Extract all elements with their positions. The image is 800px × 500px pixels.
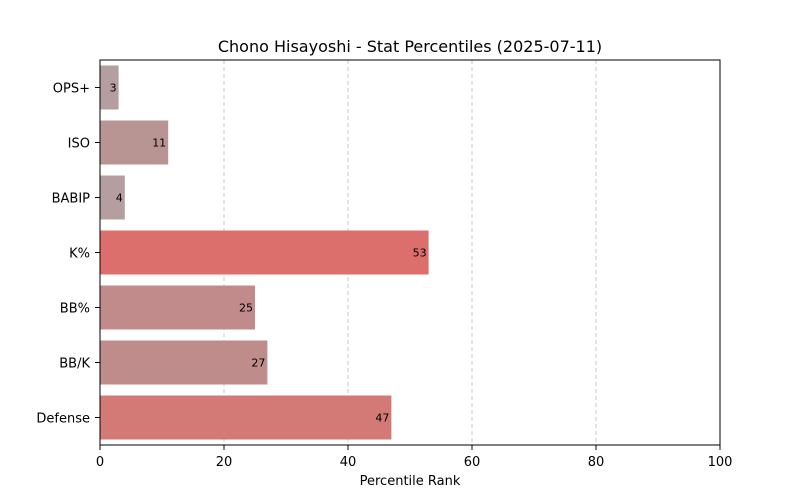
bar-value-label: 25 bbox=[239, 302, 253, 315]
x-tick-label: 20 bbox=[216, 455, 233, 470]
y-tick-label: OPS+ bbox=[53, 82, 90, 97]
bar-value-label: 27 bbox=[251, 357, 265, 370]
y-tick-label: BABIP bbox=[52, 192, 91, 207]
x-tick-layer: 0 20 40 60 80 100 bbox=[96, 445, 733, 470]
bar bbox=[100, 65, 119, 110]
bar-value-label: 47 bbox=[375, 412, 389, 425]
bar bbox=[100, 175, 125, 220]
x-tick-label: 60 bbox=[464, 455, 481, 470]
x-tick-label: 100 bbox=[708, 455, 733, 470]
chart-title: Chono Hisayoshi - Stat Percentiles (2025… bbox=[218, 37, 602, 56]
bar bbox=[100, 120, 169, 165]
bar bbox=[100, 340, 268, 385]
y-tick-label: Defense bbox=[36, 412, 90, 427]
y-tick-label: BB/K bbox=[59, 357, 90, 372]
x-axis-label: Percentile Rank bbox=[360, 474, 461, 489]
x-tick-label: 0 bbox=[96, 455, 104, 470]
bar-value-label: 11 bbox=[152, 137, 166, 150]
y-tick-layer: OPS+ ISO BABIP K% BB% BB/K Defense bbox=[36, 82, 100, 427]
y-tick-label: ISO bbox=[68, 137, 90, 152]
x-tick-label: 80 bbox=[588, 455, 605, 470]
data-label-layer: 3 11 4 53 25 27 47 bbox=[110, 82, 427, 425]
y-tick-label: BB% bbox=[60, 302, 90, 317]
y-tick-label: K% bbox=[69, 247, 90, 262]
bar bbox=[100, 285, 255, 330]
x-tick-label: 40 bbox=[340, 455, 357, 470]
bar bbox=[100, 230, 429, 275]
bar-value-label: 3 bbox=[110, 82, 117, 95]
bar-value-label: 53 bbox=[413, 247, 427, 260]
bar-layer bbox=[100, 65, 429, 440]
bar-value-label: 4 bbox=[116, 192, 123, 205]
bar bbox=[100, 395, 392, 440]
